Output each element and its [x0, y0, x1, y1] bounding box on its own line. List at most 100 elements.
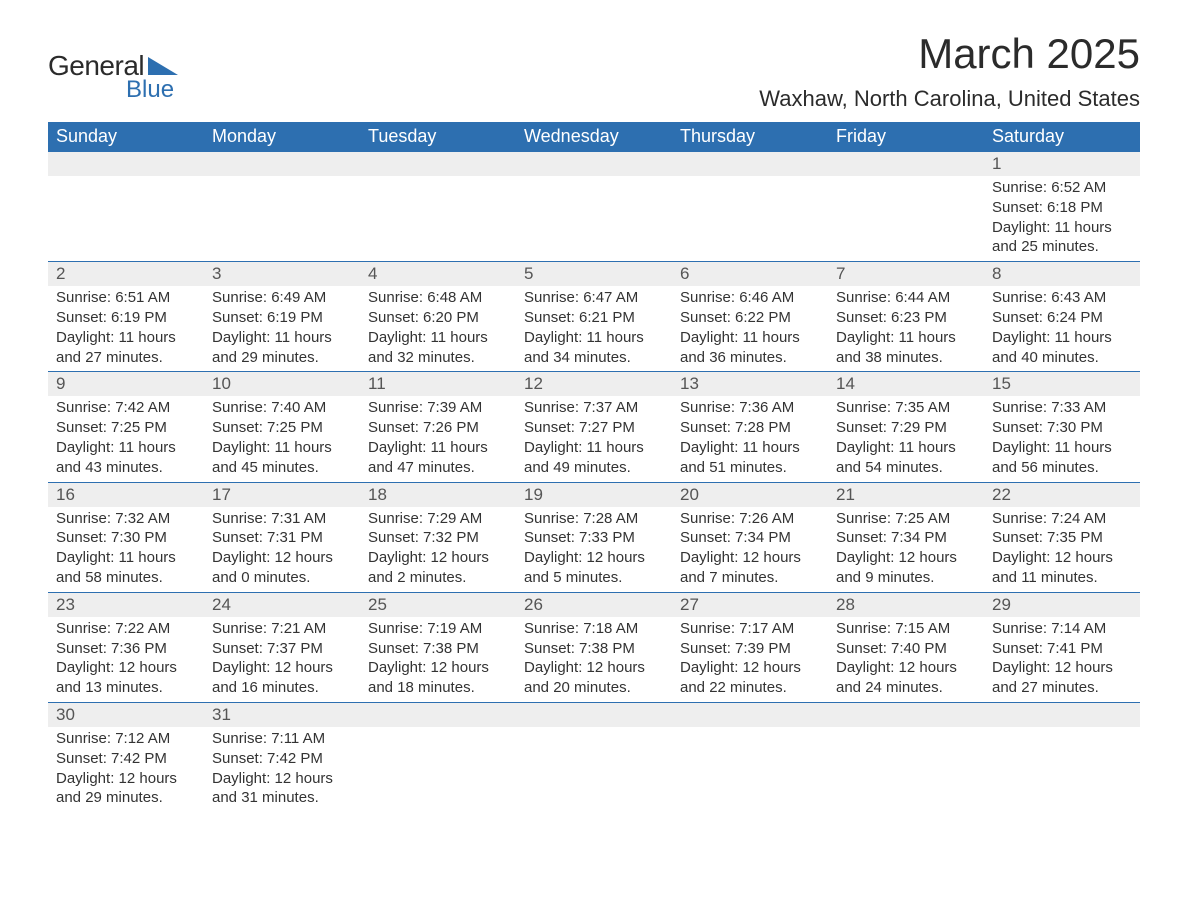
day-daylight1: Daylight: 12 hours	[212, 658, 352, 678]
day-number: 6	[672, 262, 828, 286]
calendar-cell: 9Sunrise: 7:42 AMSunset: 7:25 PMDaylight…	[48, 372, 204, 482]
logo: General Blue	[48, 50, 178, 104]
day-sunset: Sunset: 7:38 PM	[524, 639, 664, 659]
day-number-empty	[828, 152, 984, 176]
day-number: 21	[828, 483, 984, 507]
day-number: 9	[48, 372, 204, 396]
day-daylight1: Daylight: 12 hours	[836, 548, 976, 568]
day-number: 13	[672, 372, 828, 396]
weekday-header: Friday	[828, 122, 984, 152]
calendar-cell: 26Sunrise: 7:18 AMSunset: 7:38 PMDayligh…	[516, 592, 672, 702]
day-sunset: Sunset: 7:41 PM	[992, 639, 1132, 659]
day-sunrise: Sunrise: 6:52 AM	[992, 178, 1132, 198]
calendar-cell: 28Sunrise: 7:15 AMSunset: 7:40 PMDayligh…	[828, 592, 984, 702]
month-title: March 2025	[759, 30, 1140, 78]
day-sunset: Sunset: 7:39 PM	[680, 639, 820, 659]
title-block: March 2025 Waxhaw, North Carolina, Unite…	[759, 30, 1140, 112]
location: Waxhaw, North Carolina, United States	[759, 86, 1140, 112]
day-daylight1: Daylight: 11 hours	[992, 218, 1132, 238]
day-daylight2: and 13 minutes.	[56, 678, 196, 698]
logo-text-blue: Blue	[126, 76, 178, 104]
day-daylight1: Daylight: 11 hours	[212, 328, 352, 348]
day-sunset: Sunset: 6:18 PM	[992, 198, 1132, 218]
day-daylight1: Daylight: 12 hours	[992, 548, 1132, 568]
day-content: Sunrise: 7:25 AMSunset: 7:34 PMDaylight:…	[828, 507, 984, 592]
day-daylight1: Daylight: 11 hours	[836, 328, 976, 348]
day-daylight1: Daylight: 12 hours	[680, 548, 820, 568]
day-content: Sunrise: 7:22 AMSunset: 7:36 PMDaylight:…	[48, 617, 204, 702]
day-sunset: Sunset: 7:37 PM	[212, 639, 352, 659]
day-daylight1: Daylight: 12 hours	[212, 769, 352, 789]
day-content: Sunrise: 7:24 AMSunset: 7:35 PMDaylight:…	[984, 507, 1140, 592]
day-daylight1: Daylight: 12 hours	[680, 658, 820, 678]
day-sunset: Sunset: 7:34 PM	[836, 528, 976, 548]
calendar-body: 1Sunrise: 6:52 AMSunset: 6:18 PMDaylight…	[48, 152, 1140, 813]
day-sunrise: Sunrise: 7:42 AM	[56, 398, 196, 418]
day-number: 12	[516, 372, 672, 396]
day-sunset: Sunset: 6:19 PM	[56, 308, 196, 328]
day-sunrise: Sunrise: 7:14 AM	[992, 619, 1132, 639]
calendar-cell	[672, 702, 828, 812]
day-sunset: Sunset: 7:26 PM	[368, 418, 508, 438]
day-content-empty	[360, 176, 516, 261]
day-sunset: Sunset: 7:36 PM	[56, 639, 196, 659]
day-number: 27	[672, 593, 828, 617]
day-daylight1: Daylight: 11 hours	[992, 328, 1132, 348]
calendar-row: 16Sunrise: 7:32 AMSunset: 7:30 PMDayligh…	[48, 482, 1140, 592]
day-daylight1: Daylight: 11 hours	[56, 328, 196, 348]
day-content-empty	[204, 176, 360, 261]
day-daylight1: Daylight: 12 hours	[368, 658, 508, 678]
day-daylight2: and 25 minutes.	[992, 237, 1132, 257]
day-content: Sunrise: 6:48 AMSunset: 6:20 PMDaylight:…	[360, 286, 516, 371]
day-sunrise: Sunrise: 7:28 AM	[524, 509, 664, 529]
day-number: 7	[828, 262, 984, 286]
day-sunrise: Sunrise: 7:29 AM	[368, 509, 508, 529]
day-sunrise: Sunrise: 7:36 AM	[680, 398, 820, 418]
day-daylight2: and 5 minutes.	[524, 568, 664, 588]
day-daylight1: Daylight: 11 hours	[56, 548, 196, 568]
day-sunrise: Sunrise: 7:11 AM	[212, 729, 352, 749]
day-daylight2: and 18 minutes.	[368, 678, 508, 698]
day-number: 10	[204, 372, 360, 396]
day-content: Sunrise: 7:35 AMSunset: 7:29 PMDaylight:…	[828, 396, 984, 481]
day-content: Sunrise: 7:11 AMSunset: 7:42 PMDaylight:…	[204, 727, 360, 812]
day-content: Sunrise: 7:42 AMSunset: 7:25 PMDaylight:…	[48, 396, 204, 481]
day-number: 29	[984, 593, 1140, 617]
day-content: Sunrise: 7:29 AMSunset: 7:32 PMDaylight:…	[360, 507, 516, 592]
day-number-empty	[360, 703, 516, 727]
weekday-row: SundayMondayTuesdayWednesdayThursdayFrid…	[48, 122, 1140, 152]
calendar-cell: 31Sunrise: 7:11 AMSunset: 7:42 PMDayligh…	[204, 702, 360, 812]
day-daylight2: and 36 minutes.	[680, 348, 820, 368]
day-sunrise: Sunrise: 6:49 AM	[212, 288, 352, 308]
calendar-cell: 22Sunrise: 7:24 AMSunset: 7:35 PMDayligh…	[984, 482, 1140, 592]
day-content: Sunrise: 7:26 AMSunset: 7:34 PMDaylight:…	[672, 507, 828, 592]
day-daylight2: and 0 minutes.	[212, 568, 352, 588]
day-number: 26	[516, 593, 672, 617]
calendar-cell	[204, 152, 360, 262]
weekday-header: Monday	[204, 122, 360, 152]
day-number: 3	[204, 262, 360, 286]
calendar-cell	[828, 702, 984, 812]
day-daylight1: Daylight: 12 hours	[836, 658, 976, 678]
day-number: 31	[204, 703, 360, 727]
weekday-header: Saturday	[984, 122, 1140, 152]
calendar-row: 23Sunrise: 7:22 AMSunset: 7:36 PMDayligh…	[48, 592, 1140, 702]
calendar-cell: 21Sunrise: 7:25 AMSunset: 7:34 PMDayligh…	[828, 482, 984, 592]
day-daylight2: and 16 minutes.	[212, 678, 352, 698]
weekday-header: Wednesday	[516, 122, 672, 152]
day-number-empty	[360, 152, 516, 176]
calendar-cell	[516, 152, 672, 262]
day-sunrise: Sunrise: 7:33 AM	[992, 398, 1132, 418]
day-sunrise: Sunrise: 6:47 AM	[524, 288, 664, 308]
day-content-empty	[516, 176, 672, 261]
day-content: Sunrise: 6:49 AMSunset: 6:19 PMDaylight:…	[204, 286, 360, 371]
day-number: 16	[48, 483, 204, 507]
day-daylight2: and 9 minutes.	[836, 568, 976, 588]
day-daylight1: Daylight: 12 hours	[992, 658, 1132, 678]
calendar-cell	[984, 702, 1140, 812]
day-daylight2: and 27 minutes.	[56, 348, 196, 368]
day-daylight2: and 31 minutes.	[212, 788, 352, 808]
day-content: Sunrise: 7:15 AMSunset: 7:40 PMDaylight:…	[828, 617, 984, 702]
day-daylight2: and 11 minutes.	[992, 568, 1132, 588]
day-content: Sunrise: 7:36 AMSunset: 7:28 PMDaylight:…	[672, 396, 828, 481]
